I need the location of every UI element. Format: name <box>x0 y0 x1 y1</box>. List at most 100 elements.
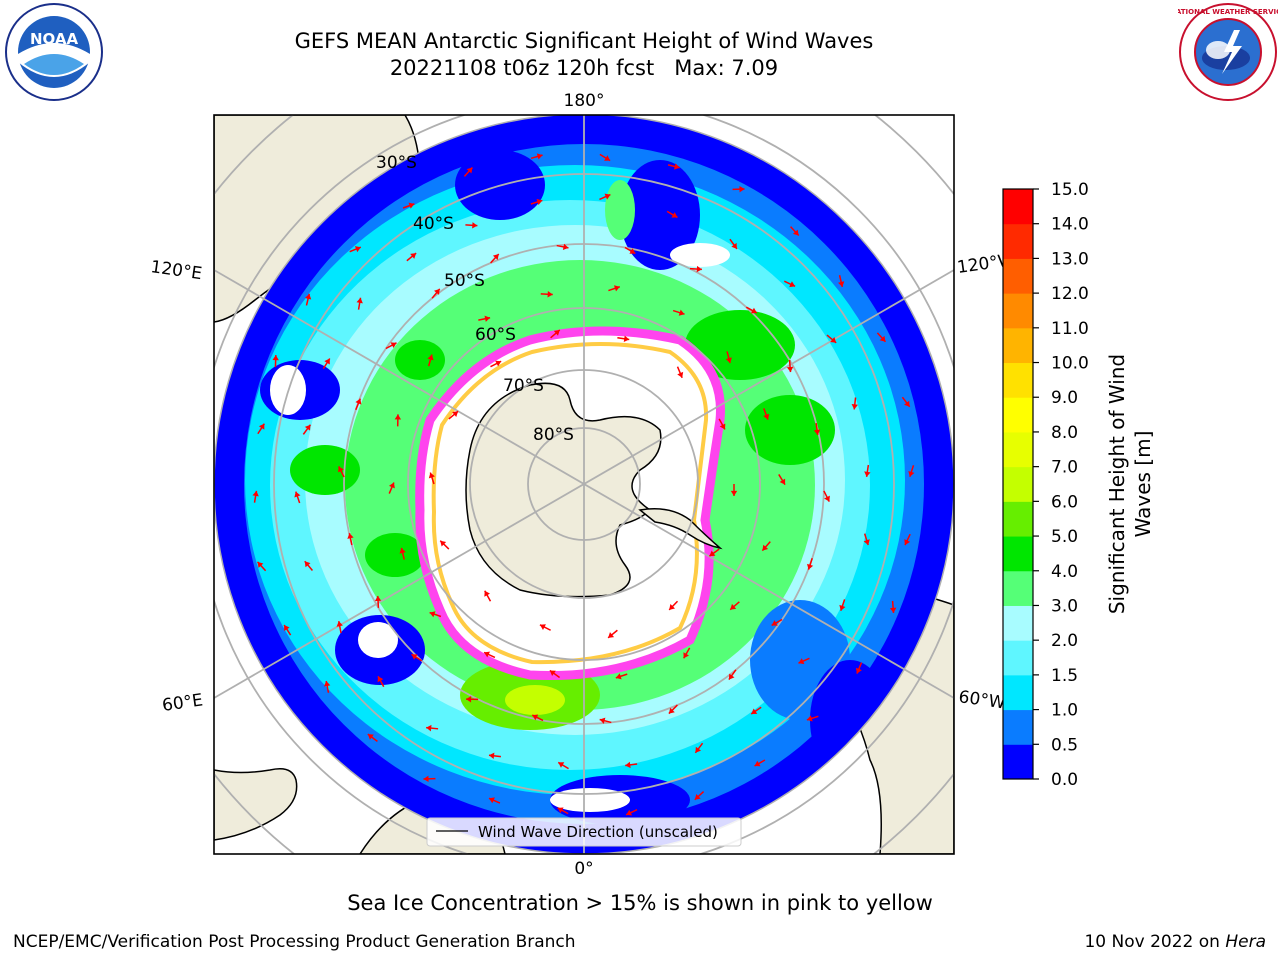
chart-subtitle: 20221108 t06z 120h fcst Max: 7.09 <box>389 56 779 80</box>
noaa-logo-text: NOAA <box>30 30 79 48</box>
wave-direction-arrowhead <box>429 611 436 618</box>
wave-direction-arrowhead <box>855 667 862 674</box>
wave-direction-arrowhead <box>807 563 814 570</box>
wave-direction-arrowhead <box>294 491 301 498</box>
wave-direction-arrowhead <box>252 490 259 497</box>
wave-direction-arrowhead <box>728 673 735 680</box>
wave-direction-arrowhead <box>889 607 897 613</box>
wave-direction-arrowhead <box>789 281 796 288</box>
wave-direction-arrowhead <box>377 676 384 683</box>
wave-direction-arrowhead <box>558 762 565 768</box>
colorbar-frame <box>1002 188 1034 780</box>
wave-direction-arrowhead <box>671 212 678 218</box>
wave-direction-arrowhead <box>730 490 738 496</box>
wave-direction-arrowhead <box>678 309 685 316</box>
wave-direction-arrowhead <box>750 307 757 314</box>
lat-label-80s: 80°S <box>533 425 574 445</box>
wave-direction-arrowhead <box>604 193 611 200</box>
wave-direction-arrowhead <box>824 495 830 502</box>
wave-direction-arrowhead <box>472 222 478 229</box>
lon-label-0: 0° <box>574 859 593 879</box>
wave-direction-arrowhead <box>495 360 502 367</box>
wave-direction-arrowhead <box>725 357 732 364</box>
wave-direction-arrowhead <box>668 707 675 714</box>
colorbar-tick-label: 15.0 <box>1051 180 1089 200</box>
colorbar-segment <box>1003 466 1033 502</box>
footer-machine: Hera <box>1225 932 1266 952</box>
noaa-logo: NOAA <box>5 3 103 101</box>
colorbar-segment <box>1003 431 1033 468</box>
wave-direction-arrowhead <box>625 761 631 769</box>
footer-left: NCEP/EMC/Verification Post Processing Pr… <box>13 932 576 952</box>
wave-direction-arrowhead <box>731 242 737 249</box>
colorbar-segment <box>1003 744 1033 780</box>
wave-direction-arrowhead <box>786 366 794 373</box>
colorbar-tick-label: 2.0 <box>1051 631 1078 651</box>
lon-label-120e: 120°E <box>149 257 203 284</box>
wave-direction-arrowhead <box>669 604 676 610</box>
wave-direction-arrowhead <box>562 243 569 251</box>
wave-direction-arrowhead <box>674 163 680 170</box>
colorbar-segment <box>1003 605 1033 641</box>
wave-direction-arrowhead <box>754 760 761 767</box>
nws-logo-ring-text: NATIONAL WEATHER SERVICE <box>1178 8 1278 16</box>
graticule <box>214 115 954 854</box>
map-legend: Wind Wave Direction (unscaled) <box>426 817 742 847</box>
wave-direction-arrowhead <box>536 153 543 160</box>
wave-direction-arrowhead <box>730 603 737 610</box>
wave-direction-arrowhead <box>434 288 440 295</box>
wave-direction-arrowhead <box>488 797 495 804</box>
nws-logo: NATIONAL WEATHER SERVICE <box>1178 3 1278 101</box>
wave-direction-arrowhead <box>719 423 726 430</box>
footer-right: 10 Nov 2022 on Hera <box>1084 932 1266 952</box>
wave-direction-arrowhead <box>615 673 622 680</box>
wave-direction-arrowhead <box>532 714 539 721</box>
wave-direction-arrowhead <box>539 624 546 630</box>
wave-direction-arrowhead <box>629 248 636 254</box>
wave-direction-arrowhead <box>440 540 447 547</box>
wave-direction-arrowhead <box>792 229 799 236</box>
wave-direction-arrowhead <box>304 424 311 431</box>
wave-direction-arrowhead <box>599 717 606 724</box>
wave-direction-arrowhead <box>338 466 344 473</box>
wave-direction-arrowhead <box>272 355 279 361</box>
colorbar-segment <box>1003 640 1033 676</box>
wave-direction-arrowhead <box>484 315 491 322</box>
wave-direction-arrowhead <box>709 550 716 557</box>
chart-title: GEFS MEAN Antarctic Significant Height o… <box>294 29 874 53</box>
colorbar-segment <box>1003 674 1033 711</box>
wave-direction-arrowhead <box>879 335 886 342</box>
colorbar-tick-label: 5.0 <box>1051 527 1078 547</box>
wave-direction-arrowhead <box>696 265 702 273</box>
wave-direction-arrowhead <box>411 654 418 660</box>
antarctic-peninsula <box>638 508 723 550</box>
wave-direction-arrowhead <box>388 482 395 489</box>
wave-direction-arrowhead <box>428 472 435 479</box>
wave-direction-arrowhead <box>284 624 290 631</box>
wave-direction-arrowhead <box>694 793 701 800</box>
colorbar-tick-label: 1.0 <box>1051 701 1078 721</box>
wave-direction-arrowhead <box>356 297 363 304</box>
lat-label-50s: 50°S <box>444 271 485 291</box>
lat-label-60s: 60°S <box>475 325 516 345</box>
wave-direction-arrowhead <box>613 285 620 292</box>
wave-direction-arrowhead <box>626 809 633 816</box>
colorbar-segment <box>1003 258 1033 294</box>
colorbar-segment <box>1003 189 1033 225</box>
colorbar-tick-label: 7.0 <box>1051 458 1078 478</box>
colorbar-tick-label: 1.5 <box>1051 666 1078 686</box>
wave-direction-arrowhead <box>304 293 312 300</box>
colorbar-segment <box>1003 362 1033 398</box>
wave-direction-arrowhead <box>739 185 745 193</box>
colorbar-segment <box>1003 536 1033 572</box>
colorbar-tick-label: 9.0 <box>1051 388 1078 408</box>
wave-direction-arrowhead <box>779 478 786 485</box>
wave-direction-arrowhead <box>549 670 556 677</box>
map-frame <box>213 114 955 855</box>
wave-direction-arrowhead <box>536 198 543 206</box>
wave-direction-arrowhead <box>904 539 911 546</box>
colorbar: 0.0 0.5 1.0 1.5 2.0 3.0 4.0 5.0 6.0 7.0 8.0 9.0 10.0… <box>1003 180 1089 790</box>
footer-date: 10 Nov 2022 on <box>1084 932 1226 952</box>
colorbar-segment <box>1003 327 1033 364</box>
